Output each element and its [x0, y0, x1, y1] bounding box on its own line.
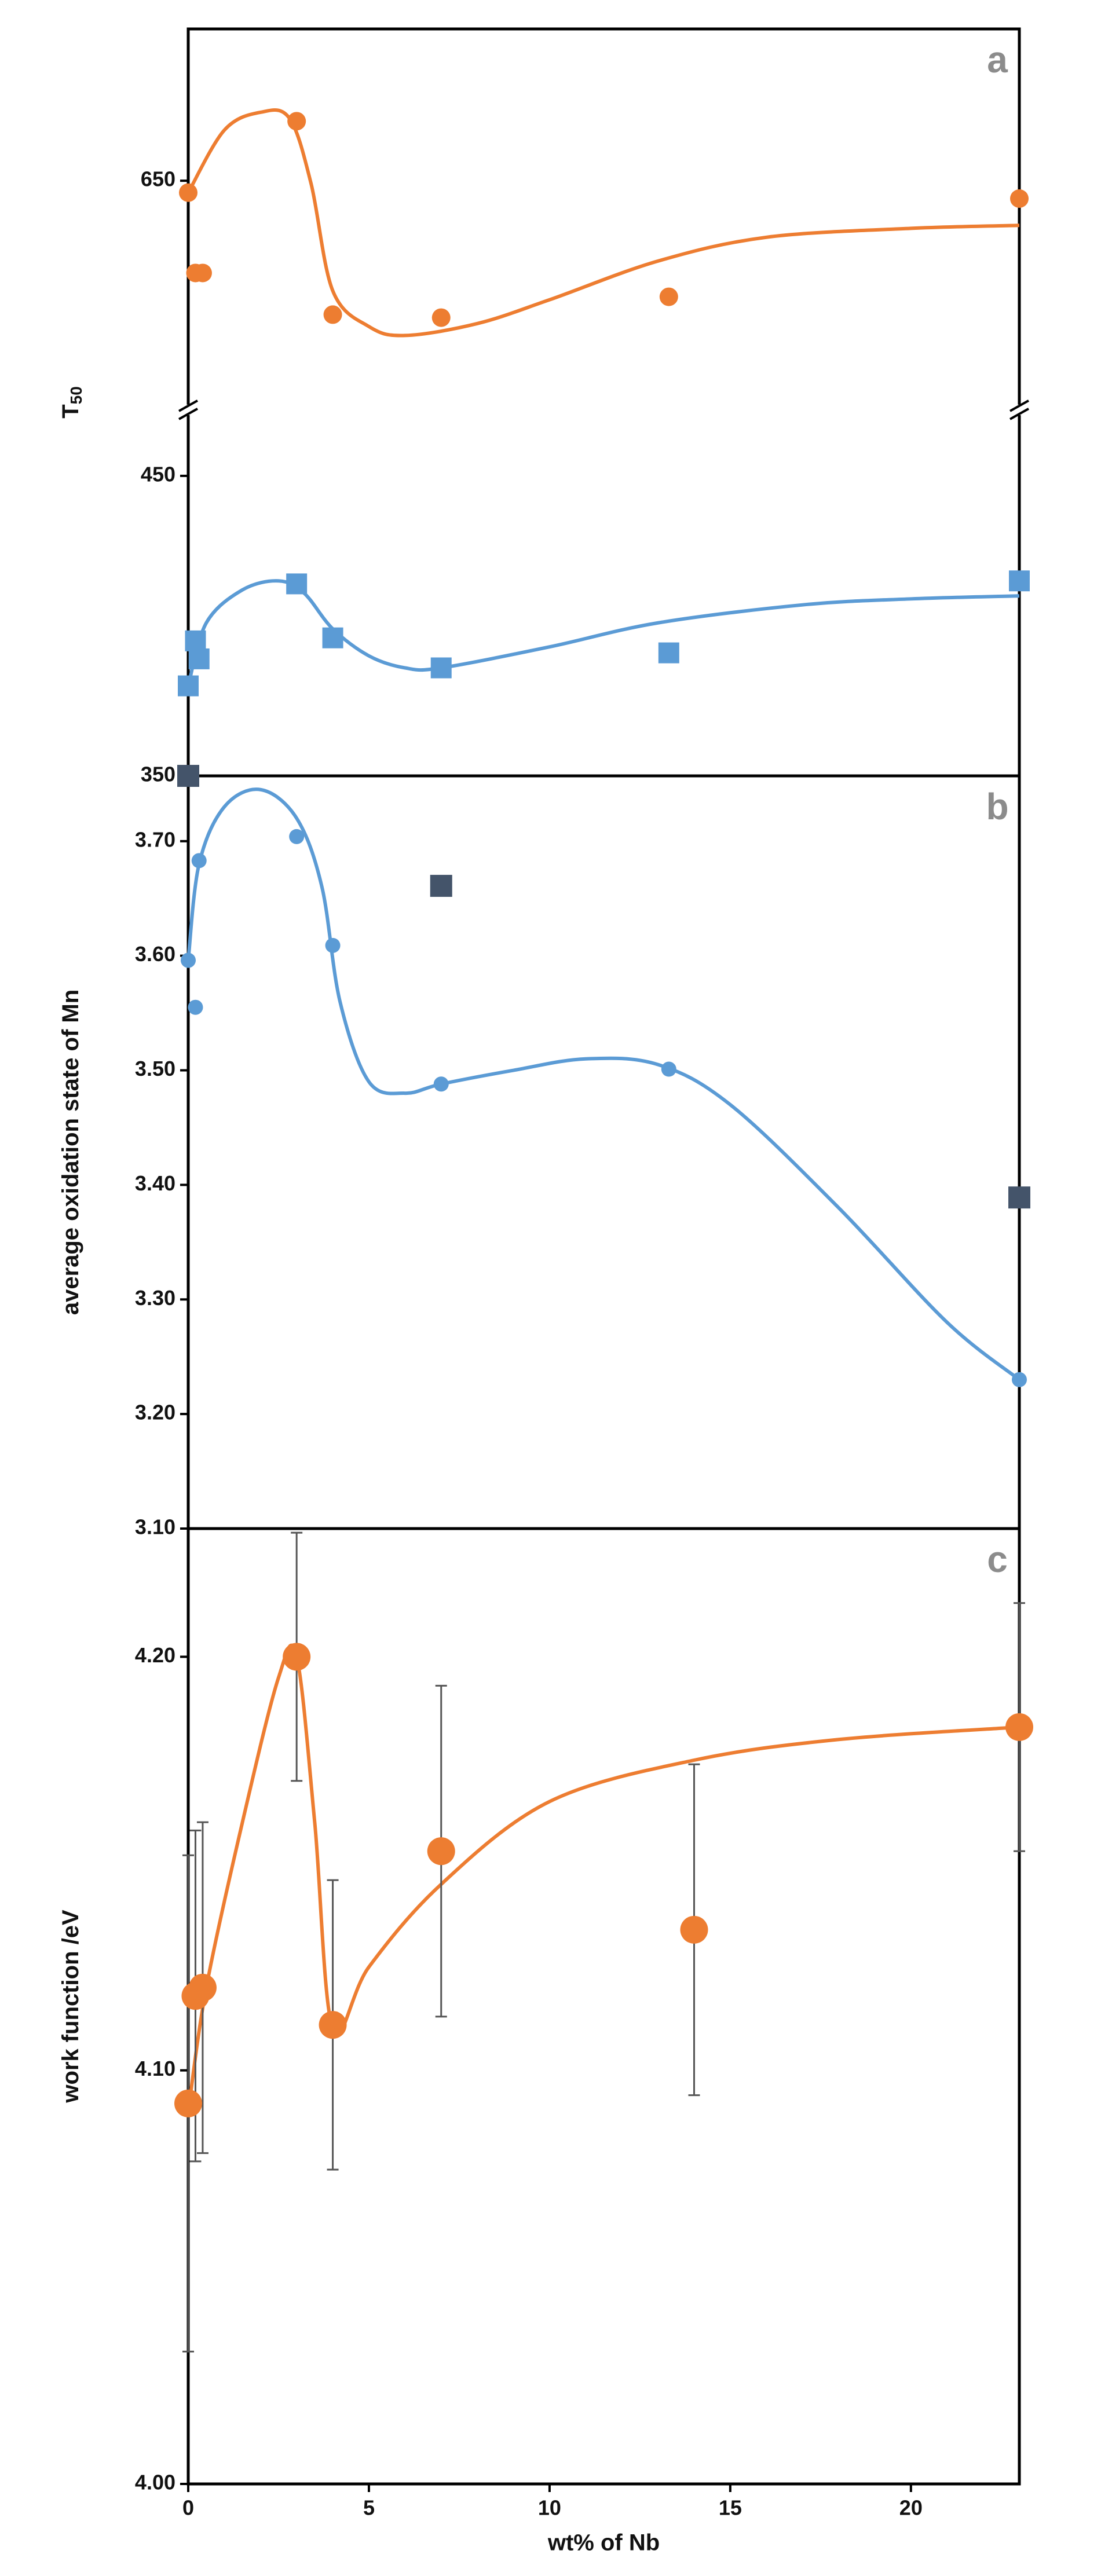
square-marker — [185, 630, 206, 651]
square-marker — [286, 573, 308, 595]
panel-frame — [186, 774, 1021, 1530]
square-marker — [1008, 1186, 1030, 1209]
circle-marker — [193, 263, 212, 283]
x-tick-label: 20 — [899, 2496, 923, 2520]
panel-letter: b — [986, 786, 1008, 827]
y-tick-label: 3.70 — [135, 827, 175, 851]
circle-marker — [323, 305, 342, 324]
axis-break-mark — [178, 400, 198, 412]
y-axis-title-subscript: 50 — [67, 386, 85, 404]
square-marker — [1009, 570, 1030, 592]
panel-frame — [186, 1527, 1021, 2486]
circle-marker — [325, 937, 341, 953]
panel-frame — [186, 27, 1021, 778]
y-tick-label: 3.60 — [135, 942, 175, 966]
x-tick-label: 0 — [182, 2496, 194, 2520]
y-axis-title-text: average oxidation state of Mn — [58, 990, 83, 1315]
axis-break-mark — [178, 408, 198, 420]
y-tick-label: 3.50 — [135, 1057, 175, 1080]
square-marker — [430, 657, 452, 679]
axis-break-mark — [1009, 408, 1029, 420]
x-axis-title: wt% of Nb — [547, 2530, 660, 2556]
circle-marker — [659, 287, 678, 306]
square-marker — [188, 648, 210, 669]
y-axis-title-text: work function /eV — [58, 1910, 83, 2104]
circle-marker — [431, 308, 451, 327]
y-axis-title: average oxidation state of Mn — [58, 990, 83, 1315]
circle-marker — [661, 1061, 676, 1077]
panel-letter: c — [987, 1538, 1008, 1580]
square-marker — [658, 642, 679, 664]
circle-marker — [188, 999, 203, 1015]
y-tick-label: 4.00 — [135, 2471, 175, 2494]
y-tick-label: 4.10 — [135, 2057, 175, 2080]
x-tick-label: 15 — [719, 2496, 742, 2520]
y-tick-label: 450 — [141, 462, 175, 486]
y-axis-title: T50 — [58, 386, 86, 419]
circle-marker — [179, 183, 197, 202]
y-tick-label: 3.30 — [135, 1286, 175, 1310]
y-tick-label: 3.20 — [135, 1401, 175, 1424]
circle-marker — [1012, 1372, 1027, 1387]
y-tick-label: 4.20 — [135, 1643, 175, 1667]
axis-break-mark — [1009, 400, 1029, 412]
circle-marker — [427, 1837, 455, 1866]
circle-marker — [1010, 189, 1029, 208]
fit-curve — [186, 787, 1020, 1382]
circle-marker — [289, 829, 305, 844]
circle-marker — [287, 112, 306, 131]
fit-curve — [186, 1643, 1020, 2112]
y-axis-title-text: T — [58, 404, 83, 418]
y-tick-label: 3.40 — [135, 1171, 175, 1195]
circle-marker — [174, 2089, 202, 2117]
circle-marker — [433, 1076, 449, 1092]
fit-curve — [186, 108, 1020, 338]
circle-marker — [283, 1643, 311, 1671]
y-axis-title: work function /eV — [58, 1910, 83, 2104]
square-marker — [178, 675, 199, 697]
circle-marker — [680, 1915, 708, 1944]
square-marker — [177, 765, 199, 787]
circle-marker — [191, 853, 207, 869]
panel-letter: a — [987, 39, 1008, 80]
y-tick-label: 650 — [141, 167, 175, 191]
circle-marker — [1005, 1713, 1033, 1741]
fit-curve — [186, 579, 1020, 687]
circle-marker — [319, 2011, 347, 2039]
square-marker — [430, 874, 452, 897]
x-tick-label: 10 — [538, 2496, 561, 2520]
x-tick-label: 5 — [363, 2496, 375, 2520]
square-marker — [322, 627, 343, 648]
y-tick-label: 3.10 — [135, 1515, 175, 1539]
y-tick-label: 350 — [141, 763, 175, 786]
circle-marker — [188, 1973, 217, 2002]
circle-marker — [181, 952, 196, 968]
